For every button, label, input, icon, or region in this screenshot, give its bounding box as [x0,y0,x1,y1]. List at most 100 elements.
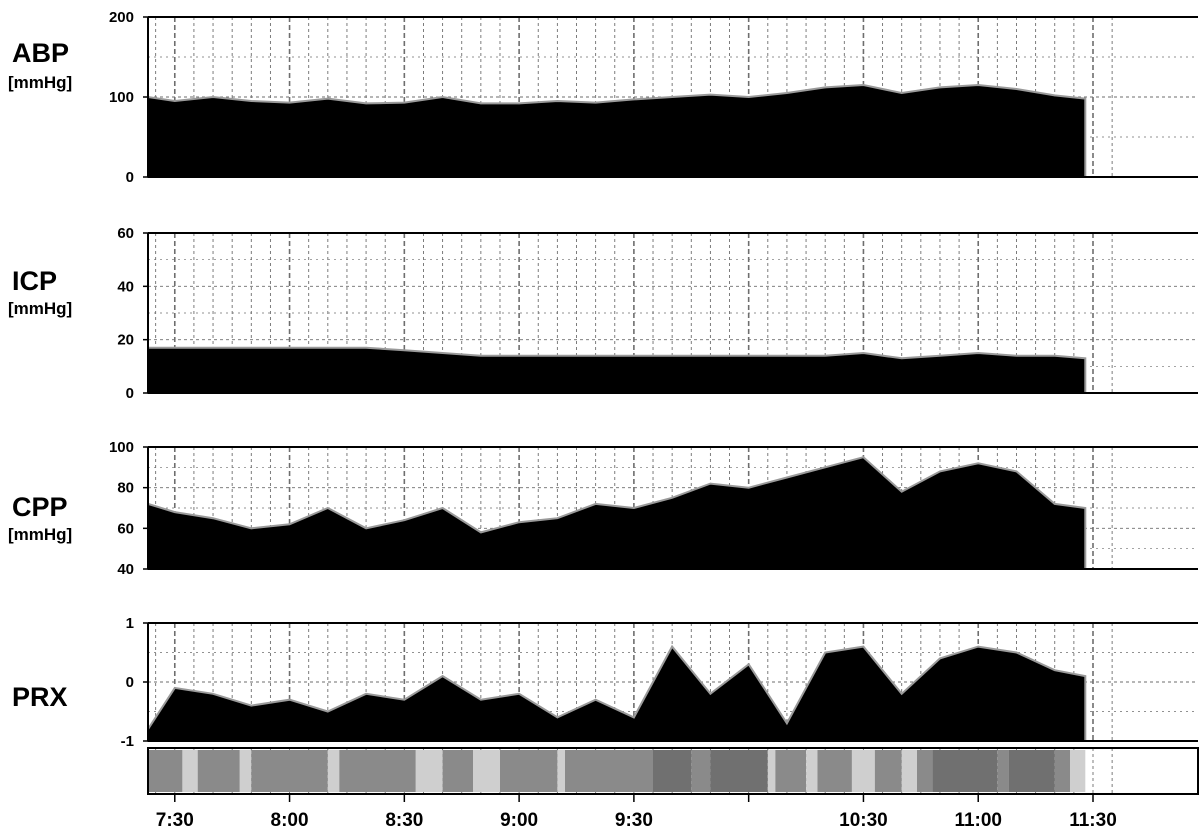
x-tick-label: 10:30 [839,810,888,831]
data-point [441,675,444,677]
y-tick-label: 0 [126,385,134,402]
status-bar [147,747,1199,795]
data-point [594,101,597,104]
status-segment-mid [997,750,1009,792]
x-tick-label: 11:00 [954,810,1002,831]
status-segment-dark [710,750,768,792]
panel-unit: [mmHg] [8,73,72,92]
data-point [939,470,941,473]
data-point [365,102,367,105]
y-tick-label: 0 [126,169,134,186]
x-tick-label: 11:30 [1069,810,1117,831]
data-point [327,97,329,100]
time-axis: 7:30 8:00 8:30 9:00 9:30 10:30 11:00 11:30 [156,794,1117,831]
status-segment-light [327,750,340,792]
x-tick-label: 8:30 [385,810,423,831]
data-point [633,507,635,509]
data-point [327,507,329,509]
data-point [174,511,176,513]
data-point [824,354,826,357]
status-segment-mid [197,750,240,792]
data-point [671,497,673,499]
data-point [1015,470,1018,473]
data-point [594,354,597,357]
data-point [365,346,367,349]
status-segment-mid [775,750,806,792]
data-point [403,698,406,701]
data-point [747,96,750,98]
data-point [174,687,176,689]
status-bar-frame [147,747,1199,795]
status-segment-light [1070,750,1086,792]
y-tick-label: -1 [121,733,134,750]
panel-abp: 200 100 0 ABP [mmHg] [8,9,1198,186]
data-point [786,722,788,725]
x-tick-label: 8:00 [271,810,309,831]
panel-cpp: 100 80 60 40 CPP [mmHg] [8,439,1198,578]
status-segment-light [901,750,917,792]
data-point [671,354,673,357]
data-point [633,716,635,719]
data-point [480,102,482,105]
data-point [1015,88,1018,90]
data-point [1053,94,1056,97]
data-point [977,645,979,648]
data-point [671,645,673,648]
data-point [824,466,826,469]
y-tick-label: 100 [109,439,134,456]
data-point [403,101,406,104]
status-segment-dark [932,750,998,792]
data-point [900,357,903,360]
status-segment-light [239,750,252,792]
y-tick-label: 20 [117,332,134,349]
status-segment-mid [1054,750,1070,792]
data-point [288,523,291,526]
status-segment-mid [565,750,653,792]
data-point [1015,354,1018,357]
data-point [633,98,635,101]
data-point [900,92,903,94]
data-point [1084,507,1087,509]
data-point [441,507,444,509]
data-point [1084,97,1087,100]
data-point [747,354,750,357]
data-point [709,354,712,357]
panel-unit: [mmHg] [8,299,72,318]
data-point [480,531,482,534]
data-point [862,352,865,354]
status-segment-mid [500,750,558,792]
status-segment-mid [874,750,902,792]
data-point [939,354,941,357]
panel-prx: 1 0 -1 PRX [12,615,1198,750]
status-segment-mid [691,750,711,792]
data-point [556,354,559,357]
data-point [403,519,406,521]
data-point [518,693,520,695]
y-tick-label: 60 [117,225,134,242]
data-point [709,693,712,695]
panel-icp: 60 40 20 0 ICP [mmHg] [8,225,1198,402]
data-point [1084,357,1087,360]
data-point [288,101,291,104]
data-point [327,710,329,713]
x-tick-label: 7:30 [156,810,194,831]
status-segment-dark [1008,750,1055,792]
data-point [786,92,788,94]
data-point [174,100,176,102]
data-point [900,693,903,695]
data-point [594,503,597,505]
data-point [365,693,367,695]
status-segment-mid [817,750,852,792]
y-tick-label: 80 [117,480,134,497]
data-point [977,462,979,465]
data-point [403,349,406,352]
status-segment-light [806,750,818,792]
data-point [327,346,329,349]
data-point [1084,675,1087,677]
data-point [633,354,635,357]
status-segment-mid [148,750,183,792]
chart-panels: 2001000ABP[mmHg]6040200ICP[mmHg]10080604… [8,9,1198,750]
data-point [824,651,826,654]
panel-name: ABP [12,38,69,68]
